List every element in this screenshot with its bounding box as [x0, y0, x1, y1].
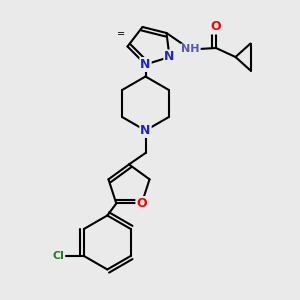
Text: O: O: [211, 20, 221, 34]
Text: N: N: [164, 50, 175, 64]
Text: NH: NH: [181, 44, 200, 55]
Text: O: O: [136, 197, 147, 210]
Text: N: N: [140, 58, 151, 71]
Text: N: N: [140, 124, 151, 137]
Text: =: =: [117, 29, 126, 40]
Text: Cl: Cl: [52, 251, 64, 261]
